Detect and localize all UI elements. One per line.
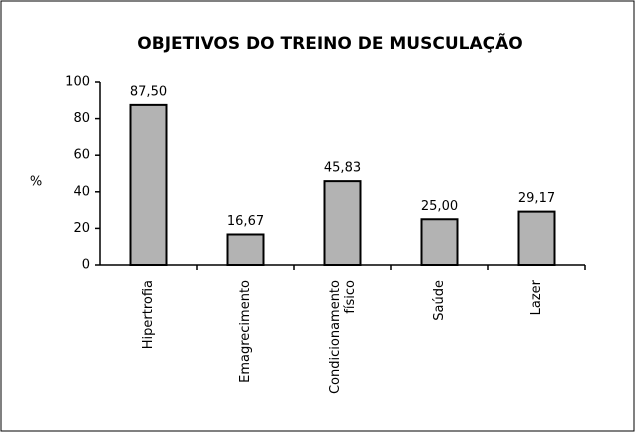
x-tick-label: Condicionamento físico: [328, 280, 358, 394]
value-label: 29,17: [518, 191, 555, 206]
y-tick-label: 40: [73, 184, 90, 199]
x-tick-label: Lazer: [529, 279, 544, 315]
value-label: 25,00: [421, 199, 458, 214]
x-tick-label: Emagrecimento: [238, 280, 253, 383]
bar: [323, 180, 362, 266]
bar: [226, 233, 265, 266]
y-tick-label: 60: [73, 148, 90, 163]
bar: [129, 103, 168, 266]
y-axis-label: %: [30, 175, 42, 190]
bar: [420, 218, 459, 266]
y-tick-label: 100: [65, 75, 90, 90]
y-tick-label: 80: [73, 111, 90, 126]
y-tick-label: 20: [73, 221, 90, 236]
value-label: 87,50: [130, 84, 167, 99]
bar: [517, 210, 556, 266]
y-tick-label: 0: [82, 258, 90, 273]
x-tick-label: Saúde: [432, 280, 447, 321]
chart-title: OBJETIVOS DO TREINO DE MUSCULAÇÃO: [137, 31, 522, 54]
x-tick-label: Hipertrofia: [141, 280, 156, 349]
value-label: 45,83: [324, 161, 361, 176]
value-label: 16,67: [227, 214, 264, 229]
